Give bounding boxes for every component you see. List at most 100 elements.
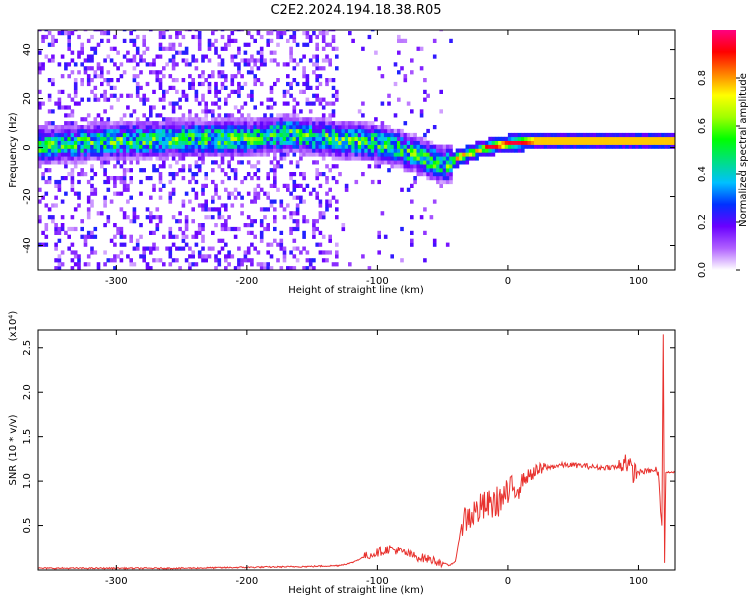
heatmap-cell <box>90 89 94 94</box>
heatmap-cell <box>201 97 205 102</box>
heatmap-cell <box>116 140 120 145</box>
heatmap-cell <box>217 262 222 267</box>
heatmap-cell <box>266 121 270 126</box>
heatmap-cell <box>266 105 270 110</box>
heatmap-cell <box>279 246 284 251</box>
heatmap-cell <box>93 125 98 130</box>
heatmap-cell <box>70 160 75 165</box>
heatmap-cell <box>201 152 205 157</box>
heatmap-cell <box>204 132 208 138</box>
heatmap-cell <box>41 144 45 149</box>
heatmap-cell <box>246 70 251 75</box>
heatmap-cell <box>354 125 359 130</box>
heatmap-cell <box>103 93 107 98</box>
heatmap-cell <box>103 128 107 134</box>
heatmap-cell <box>628 144 633 149</box>
heatmap-cell <box>64 105 68 110</box>
heatmap-cell <box>491 152 496 157</box>
heatmap-cell <box>126 140 130 145</box>
heatmap-cell <box>201 117 205 122</box>
heatmap-cell <box>73 262 78 267</box>
heatmap-cell <box>207 74 212 79</box>
heatmap-cell <box>383 125 388 130</box>
heatmap-cell <box>321 215 326 220</box>
heatmap-cell <box>514 148 518 153</box>
heatmap-cell <box>354 152 359 157</box>
heatmap-cell <box>351 156 355 161</box>
heatmap-cell <box>648 144 652 149</box>
heatmap-cell <box>328 58 332 63</box>
heatmap-cell <box>197 152 202 157</box>
heatmap-cell <box>661 136 665 141</box>
heatmap-cell <box>410 109 414 114</box>
heatmap-cell <box>410 156 414 161</box>
heatmap-cell <box>175 152 179 157</box>
heatmap-cell <box>44 34 49 40</box>
heatmap-cell <box>273 156 277 161</box>
heatmap-cell <box>318 242 323 247</box>
heatmap-cell <box>406 144 411 149</box>
heatmap-cell <box>149 176 153 181</box>
heatmap-cell <box>426 148 430 153</box>
heatmap-cell <box>149 121 153 126</box>
heatmap-cell <box>171 42 176 47</box>
heatmap-cell <box>354 140 359 145</box>
heatmap-cell <box>289 128 293 134</box>
heatmap-cell <box>410 160 414 165</box>
heatmap-cell <box>73 152 78 157</box>
heatmap-cell <box>289 50 293 55</box>
heatmap-cell <box>178 152 182 157</box>
heatmap-cell <box>106 30 111 32</box>
heatmap-cell <box>289 215 293 220</box>
heatmap-cell <box>253 74 257 79</box>
heatmap-cell <box>390 254 394 259</box>
heatmap-cell <box>103 125 107 130</box>
heatmap-cell <box>237 140 241 145</box>
heatmap-cell <box>142 246 146 251</box>
heatmap-cell <box>259 125 264 130</box>
heatmap-cell <box>426 93 430 98</box>
heatmap-cell <box>197 223 202 228</box>
heatmap-cell <box>181 148 186 153</box>
heatmap-cell <box>155 70 160 75</box>
heatmap-cell <box>468 156 473 161</box>
heatmap-cell <box>70 132 75 138</box>
heatmap-cell <box>573 132 577 138</box>
heatmap-cell <box>256 121 261 126</box>
heatmap-cell <box>67 148 71 153</box>
heatmap-cell <box>178 31 182 36</box>
heatmap-cell <box>397 152 401 157</box>
heatmap-cell <box>667 144 672 149</box>
heatmap-cell <box>204 215 208 220</box>
heatmap-cell <box>100 132 104 138</box>
heatmap-cell <box>318 215 323 220</box>
heatmap-cell <box>171 58 176 63</box>
heatmap-cell <box>116 78 120 83</box>
heatmap-cell <box>259 101 264 106</box>
heatmap-cell <box>410 215 414 220</box>
heatmap-cell <box>44 30 49 32</box>
heatmap-cell <box>220 117 225 122</box>
heatmap-cell <box>361 148 365 153</box>
heatmap-cell <box>524 132 528 138</box>
heatmap-cell <box>351 132 355 138</box>
heatmap-cell <box>256 195 261 200</box>
heatmap-cell <box>256 183 261 188</box>
heatmap-cell <box>142 125 146 130</box>
heatmap-cell <box>139 223 143 228</box>
heatmap-cell <box>175 132 179 138</box>
heatmap-cell <box>246 132 251 138</box>
heatmap-cell <box>188 117 192 122</box>
heatmap-cell <box>113 128 117 134</box>
heatmap-cell <box>279 125 284 130</box>
heatmap-cell <box>224 144 228 149</box>
heatmap-cell <box>563 140 567 145</box>
heatmap-cell <box>521 140 525 145</box>
heatmap-cell <box>204 54 208 59</box>
heatmap-cell <box>100 30 104 32</box>
heatmap-cell <box>341 136 346 141</box>
heatmap-cell <box>64 152 68 157</box>
heatmap-cell <box>305 183 310 188</box>
heatmap-cell <box>57 156 62 161</box>
heatmap-cell <box>165 136 169 141</box>
